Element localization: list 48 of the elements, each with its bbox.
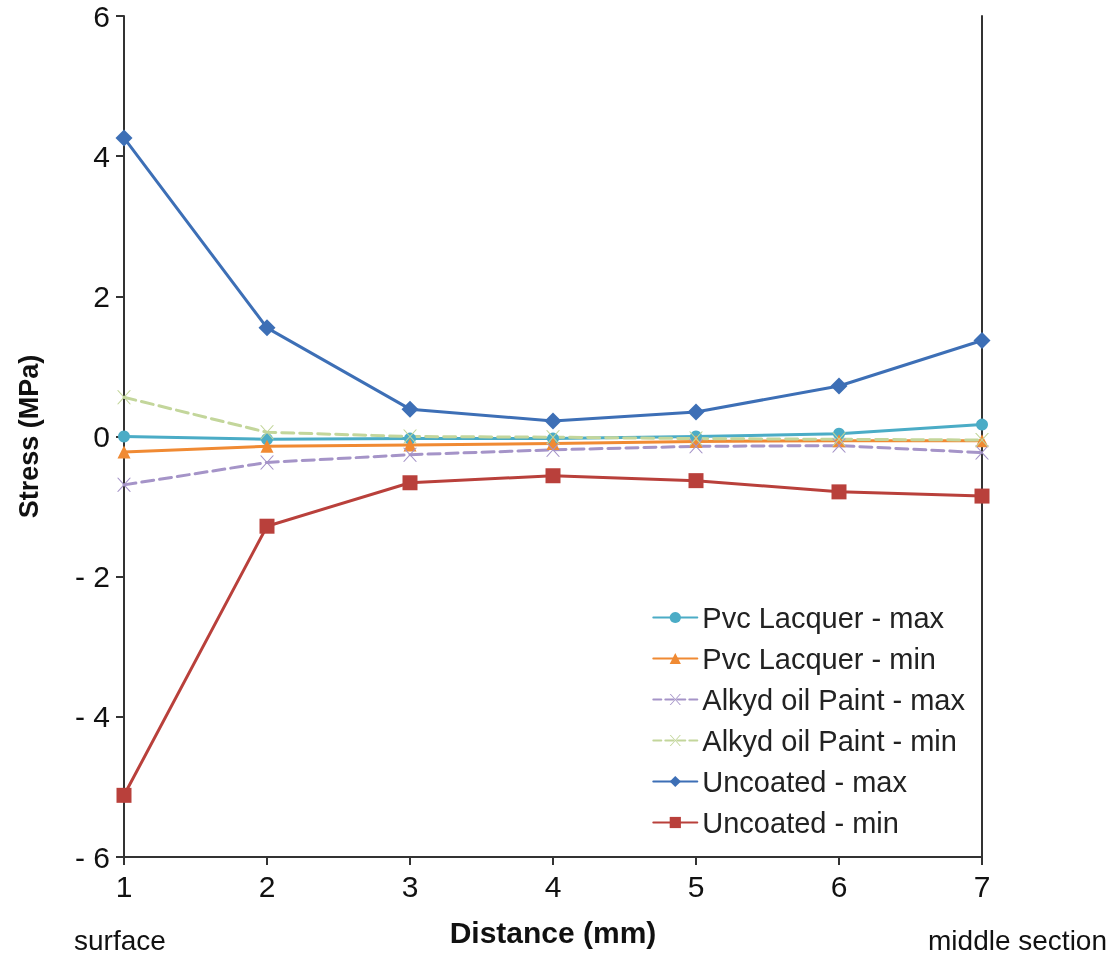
y-tick-label: 6 [93, 0, 110, 33]
x-tick-label: 1 [115, 869, 133, 903]
x-tick-label: 4 [544, 869, 562, 903]
point [116, 787, 132, 803]
point [259, 518, 275, 534]
x-tick-label: 2 [258, 869, 276, 903]
y-tick-label: 2 [93, 279, 110, 313]
text: middle section [928, 924, 1108, 956]
point [117, 390, 131, 405]
y-tick-label: 4 [93, 139, 110, 173]
point [401, 400, 419, 418]
y-tick-label: - 6 [74, 840, 110, 874]
point [830, 377, 848, 395]
legend-label: Alkyd oil Paint - max [702, 683, 966, 716]
point [544, 412, 562, 430]
point [976, 418, 988, 431]
point [115, 129, 133, 147]
point [546, 442, 560, 457]
legend-label: Alkyd oil Paint - min [702, 724, 957, 757]
point [118, 430, 130, 443]
point [260, 439, 274, 453]
legend-label: Pvc Lacquer - min [702, 642, 936, 675]
y-tick-label: - 4 [74, 700, 110, 734]
y-axis-title: Stress (MPa) [13, 354, 44, 519]
legend-label: Uncoated - min [702, 806, 899, 839]
point [403, 447, 417, 462]
point [258, 319, 276, 337]
point [831, 484, 847, 500]
point [402, 475, 418, 491]
point [545, 468, 561, 484]
point [260, 425, 274, 440]
point [973, 331, 991, 349]
text: surface [74, 924, 166, 956]
point [974, 488, 990, 504]
point [687, 403, 705, 421]
y-tick-label: 0 [93, 420, 110, 453]
legend-label: Uncoated - max [702, 765, 908, 798]
x-tick-label: 7 [973, 869, 991, 903]
y-tick-label: - 2 [74, 560, 110, 594]
point [688, 473, 704, 489]
point [117, 445, 131, 459]
x-tick-label: 5 [687, 869, 705, 903]
legend-label: Pvc Lacquer - max [702, 601, 945, 634]
x-axis-title: Distance (mm) [449, 915, 657, 949]
point [403, 438, 417, 452]
x-tick-label: 3 [401, 869, 419, 903]
point [117, 477, 131, 492]
x-tick-label: 6 [830, 869, 848, 903]
